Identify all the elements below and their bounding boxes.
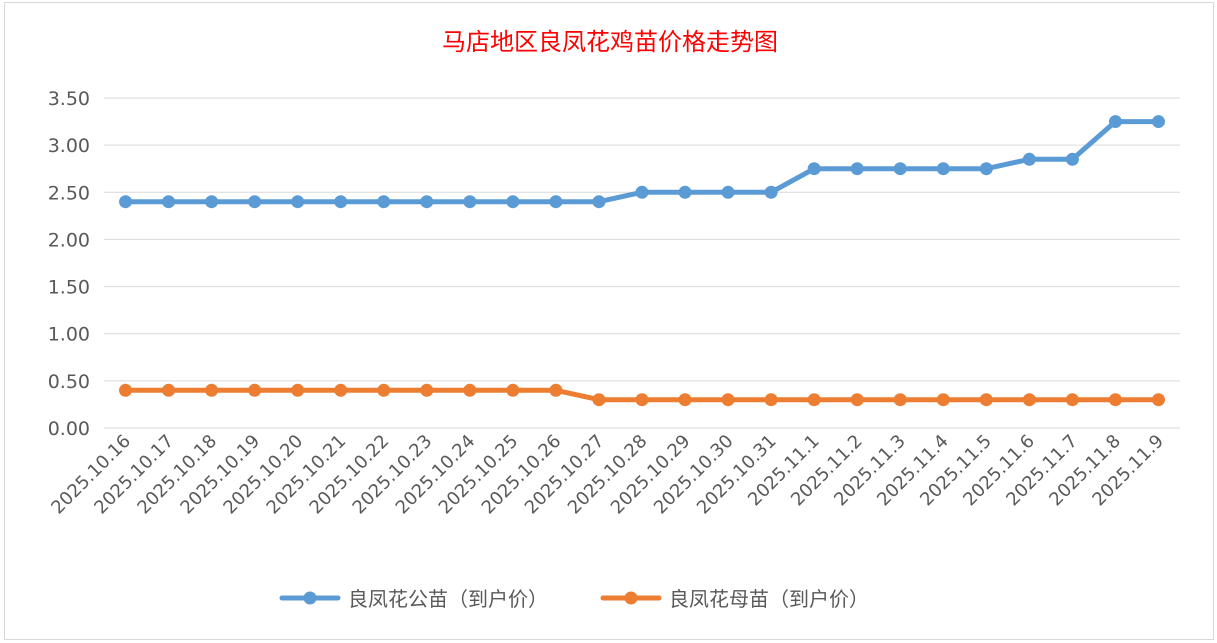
data-point: [119, 195, 133, 209]
data-point: [248, 195, 262, 209]
data-point: [1151, 393, 1165, 407]
y-tick-label: 0.00: [48, 418, 90, 440]
data-point: [506, 195, 520, 209]
data-point: [1022, 152, 1036, 166]
data-point: [420, 195, 434, 209]
data-point: [764, 393, 778, 407]
data-point: [592, 393, 606, 407]
chart-area: [4, 2, 1214, 640]
y-tick-label: 1.50: [48, 277, 90, 299]
data-point: [936, 393, 950, 407]
data-point: [549, 383, 563, 397]
data-point: [334, 383, 348, 397]
data-point: [592, 195, 606, 209]
y-tick-label: 3.00: [48, 135, 90, 157]
data-point: [893, 393, 907, 407]
data-point: [549, 195, 563, 209]
data-point: [635, 185, 649, 199]
data-point: [162, 195, 176, 209]
data-point: [721, 185, 735, 199]
data-point: [979, 393, 993, 407]
data-point: [678, 185, 692, 199]
data-point: [1108, 393, 1122, 407]
legend-marker-icon: [303, 591, 317, 605]
data-point: [936, 162, 950, 176]
data-point: [850, 162, 864, 176]
data-point: [893, 162, 907, 176]
data-point: [205, 195, 219, 209]
y-tick-label: 1.00: [48, 324, 90, 346]
legend-marker-icon: [624, 591, 638, 605]
y-tick-label: 0.50: [48, 371, 90, 393]
data-point: [377, 195, 391, 209]
data-point: [850, 393, 864, 407]
data-point: [721, 393, 735, 407]
data-point: [979, 162, 993, 176]
data-point: [1108, 115, 1122, 129]
data-point: [291, 195, 305, 209]
y-tick-label: 2.00: [48, 229, 90, 251]
data-point: [119, 383, 133, 397]
chart-title: 马店地区良凤花鸡苗价格走势图: [442, 28, 778, 56]
data-point: [1065, 393, 1079, 407]
data-point: [635, 393, 649, 407]
data-point: [1022, 393, 1036, 407]
data-point: [807, 393, 821, 407]
data-point: [162, 383, 176, 397]
data-point: [506, 383, 520, 397]
data-point: [1065, 152, 1079, 166]
legend-label: 良凤花公苗（到户价）: [348, 587, 548, 611]
data-point: [291, 383, 305, 397]
data-point: [377, 383, 391, 397]
data-point: [807, 162, 821, 176]
data-point: [420, 383, 434, 397]
data-point: [463, 383, 477, 397]
y-tick-label: 3.50: [48, 88, 90, 110]
data-point: [678, 393, 692, 407]
data-point: [248, 383, 262, 397]
data-point: [764, 185, 778, 199]
legend-label: 良凤花母苗（到户价）: [669, 587, 869, 611]
data-point: [1151, 115, 1165, 129]
data-point: [463, 195, 477, 209]
data-point: [334, 195, 348, 209]
data-point: [205, 383, 219, 397]
y-tick-label: 2.50: [48, 182, 90, 204]
